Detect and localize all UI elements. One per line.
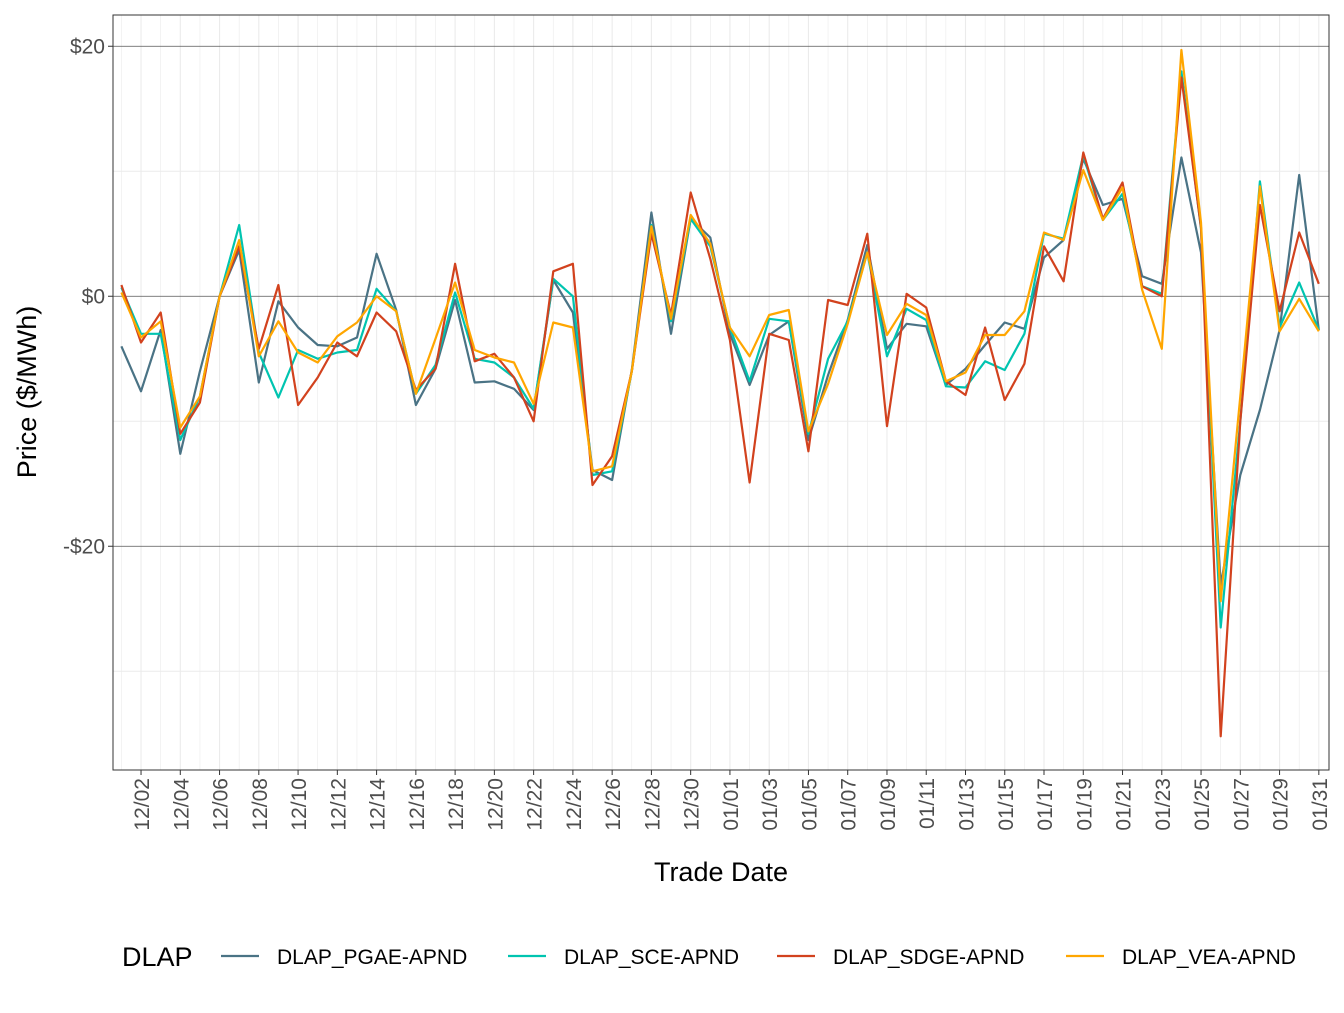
- x-tick-label: 01/01: [720, 778, 743, 831]
- legend-title: DLAP: [122, 942, 193, 972]
- x-tick-label: 01/13: [955, 778, 978, 831]
- x-tick-label: 12/02: [131, 778, 154, 831]
- x-tick-label: 12/14: [367, 778, 390, 831]
- x-tick-label: 01/17: [1034, 778, 1057, 831]
- x-tick-label: 01/11: [916, 778, 939, 829]
- x-tick-label: 12/08: [249, 778, 272, 831]
- x-tick-label: 12/28: [641, 778, 664, 831]
- x-tick-label: 01/19: [1073, 778, 1096, 831]
- x-tick-label: 01/31: [1309, 778, 1332, 831]
- x-tick-label: 01/23: [1152, 778, 1175, 831]
- x-tick-label: 01/09: [877, 778, 900, 831]
- plot-panel: [113, 15, 1329, 770]
- x-tick-label: 12/30: [681, 778, 704, 831]
- grid: [113, 15, 1329, 770]
- x-tick-label: 01/15: [995, 778, 1018, 831]
- legend-label: DLAP_SCE-APND: [564, 946, 739, 969]
- y-tick-label: $20: [70, 35, 105, 58]
- x-tick-label: 12/20: [484, 778, 507, 831]
- panel-border: [112, 14, 1330, 771]
- legend-label: DLAP_SDGE-APND: [833, 946, 1024, 969]
- x-tick-label: 12/24: [563, 778, 586, 831]
- x-axis: 12/02 12/04 12/06 12/08 12/10 12/12 12/14 12/16…: [131, 770, 1332, 831]
- x-tick-label: 01/27: [1230, 778, 1253, 831]
- y-tick-label: -$20: [63, 535, 105, 558]
- x-tick-label: 12/10: [288, 778, 311, 831]
- y-axis-title: Price ($/MWh): [12, 306, 42, 479]
- legend: DLAP DLAP_PGAE-APND DLAP_SCE-APND DLAP_SDG…: [122, 942, 1296, 972]
- x-tick-label: 12/04: [170, 778, 193, 831]
- x-tick-label: 01/21: [1113, 778, 1136, 831]
- x-tick-label: 12/18: [445, 778, 468, 831]
- series-lines: [120, 48, 1320, 738]
- series-line-dlap_vea-apnd: [120, 48, 1320, 603]
- x-tick-label: 01/03: [759, 778, 782, 831]
- y-axis: $20 $0 -$20: [63, 35, 113, 558]
- x-tick-label: 12/06: [210, 778, 233, 831]
- x-tick-label: 01/29: [1270, 778, 1293, 831]
- legend-label: DLAP_VEA-APND: [1122, 946, 1296, 969]
- x-axis-title: Trade Date: [654, 857, 788, 887]
- x-tick-label: 12/22: [524, 778, 547, 831]
- x-tick-label: 01/07: [838, 778, 861, 831]
- x-tick-label: 12/12: [327, 778, 350, 831]
- x-tick-label: 01/25: [1191, 778, 1214, 831]
- y-tick-label: $0: [82, 285, 105, 308]
- x-tick-label: 12/16: [406, 778, 429, 831]
- legend-label: DLAP_PGAE-APND: [277, 946, 467, 969]
- x-tick-label: 01/05: [798, 778, 821, 831]
- x-tick-label: 12/26: [602, 778, 625, 831]
- series-line-dlap_sdge-apnd: [120, 76, 1320, 738]
